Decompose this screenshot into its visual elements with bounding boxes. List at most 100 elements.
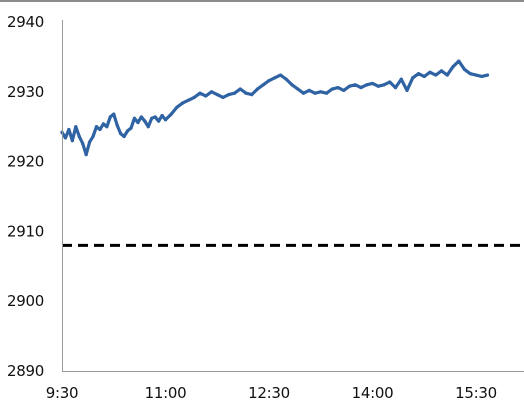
series-point — [411, 76, 415, 80]
series-point — [209, 90, 214, 94]
series-point — [70, 139, 74, 143]
series-point — [192, 95, 196, 99]
series-point — [101, 122, 105, 126]
series-point — [261, 83, 265, 87]
series-point — [169, 112, 173, 116]
series-point — [105, 125, 109, 129]
x-tick-label: 11:00 — [145, 384, 187, 402]
series-point — [278, 73, 283, 77]
series-point — [98, 127, 102, 132]
series-point — [139, 115, 143, 119]
series-point — [405, 88, 409, 92]
series-point — [94, 125, 99, 129]
y-tick-label: 2890 — [7, 362, 44, 380]
series-point — [63, 136, 68, 140]
series-point — [313, 91, 317, 95]
series-point — [146, 125, 150, 129]
series-point — [393, 86, 398, 90]
series-point — [324, 91, 329, 95]
series-point — [434, 73, 438, 77]
series-point — [445, 73, 449, 77]
series-point — [186, 98, 191, 102]
series-point — [480, 74, 484, 79]
series-point — [84, 153, 88, 157]
y-tick-label: 2910 — [7, 222, 44, 240]
series-point — [108, 115, 112, 119]
series-point — [153, 115, 157, 119]
series-point — [132, 116, 137, 120]
series-point — [336, 86, 340, 90]
y-tick-labels: 2890 2900 2910 2920 2930 2940 — [7, 13, 44, 380]
series-point — [175, 105, 179, 109]
series-point — [474, 73, 478, 77]
series-point — [301, 91, 306, 95]
series-point — [347, 84, 352, 88]
series-point — [215, 92, 219, 97]
series-point — [221, 95, 225, 99]
series-point — [250, 92, 254, 97]
series-point — [330, 87, 334, 91]
series-point — [468, 72, 472, 76]
y-tick-label: 2930 — [7, 83, 44, 101]
series-point — [376, 84, 380, 88]
series-point — [255, 87, 260, 91]
series-point — [388, 80, 392, 84]
series-point — [244, 91, 248, 95]
x-tick-label: 9:30 — [46, 384, 78, 402]
series-point — [353, 83, 357, 87]
series-point — [91, 134, 95, 139]
series-point — [122, 134, 126, 139]
series-point — [382, 83, 386, 87]
series-point — [119, 132, 123, 136]
series-point — [296, 87, 300, 91]
series-point — [129, 126, 133, 130]
series-point — [319, 90, 323, 94]
series-point — [307, 88, 311, 92]
series-point — [227, 92, 231, 97]
series-point — [462, 67, 467, 72]
series-point — [88, 140, 92, 144]
series-point — [204, 94, 208, 98]
series-point — [157, 119, 161, 123]
series-point — [143, 119, 147, 123]
series-point — [238, 87, 242, 91]
x-tick-label: 15:30 — [455, 384, 497, 402]
series-point — [81, 141, 85, 146]
series-point — [232, 91, 237, 95]
y-tick-label: 2920 — [7, 153, 44, 171]
series-point — [74, 125, 78, 129]
series-point — [451, 65, 455, 69]
series-point — [422, 74, 426, 79]
series-point — [365, 83, 369, 87]
series-point — [125, 129, 130, 133]
series-point — [112, 112, 116, 116]
series-point — [67, 127, 71, 132]
series-point — [163, 118, 168, 122]
series-point — [198, 91, 202, 95]
series-point — [370, 81, 375, 86]
series-point — [136, 120, 140, 125]
series-point — [359, 86, 363, 90]
series-point — [439, 69, 444, 73]
series-point — [399, 77, 403, 81]
series-point — [181, 101, 185, 105]
series-point — [342, 88, 346, 92]
series-point — [284, 77, 288, 81]
series-group — [60, 59, 490, 157]
x-tick-label: 12:30 — [248, 384, 290, 402]
series-point — [267, 79, 271, 83]
x-tick-labels: 9:30 11:00 12:30 14:00 15:30 — [46, 384, 497, 402]
series-point — [77, 134, 81, 139]
series-point — [485, 73, 490, 77]
series-point — [428, 70, 432, 74]
series-point — [115, 123, 119, 127]
axes-group — [62, 20, 524, 372]
series-point — [150, 116, 154, 120]
y-tick-label: 2940 — [7, 13, 44, 31]
series-point — [290, 83, 294, 87]
series-point — [457, 59, 461, 63]
series-point — [273, 76, 277, 80]
y-tick-label: 2900 — [7, 292, 44, 310]
